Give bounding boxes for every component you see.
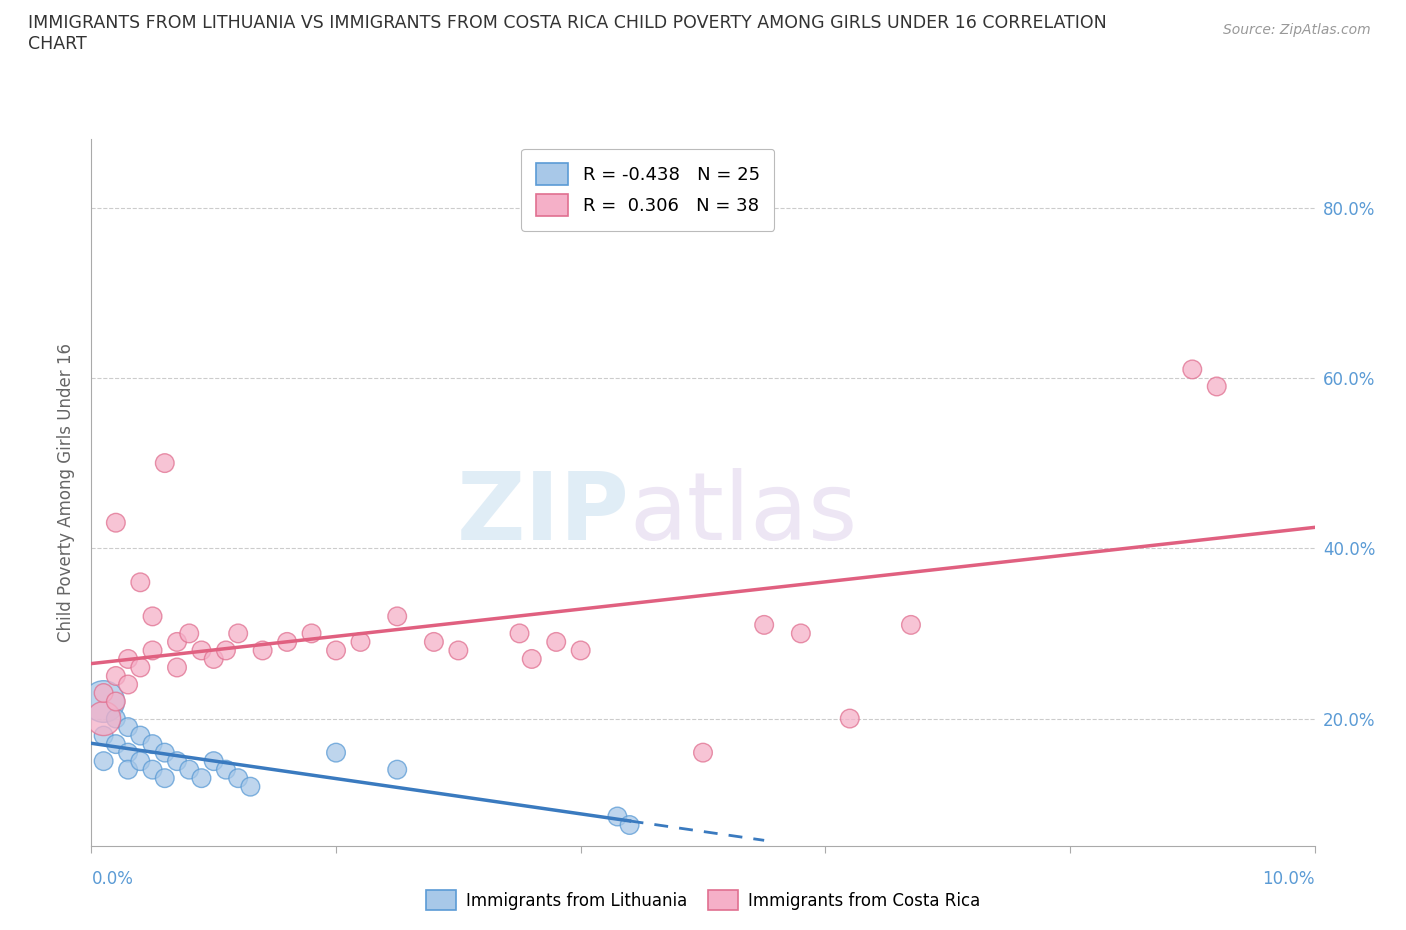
Point xyxy=(202,652,225,667)
Point xyxy=(1181,362,1204,377)
Point xyxy=(900,618,922,632)
Point xyxy=(153,456,176,471)
Point xyxy=(838,711,860,726)
Point xyxy=(117,720,139,735)
Point xyxy=(141,643,163,658)
Point xyxy=(520,652,543,667)
Point xyxy=(166,634,188,649)
Point xyxy=(215,643,238,658)
Point xyxy=(385,609,409,624)
Point xyxy=(202,753,225,768)
Point xyxy=(215,763,238,777)
Text: 10.0%: 10.0% xyxy=(1263,870,1315,887)
Text: ZIP: ZIP xyxy=(457,468,630,560)
Point xyxy=(190,643,212,658)
Point xyxy=(141,609,163,624)
Point xyxy=(129,728,152,743)
Point xyxy=(93,685,115,700)
Point xyxy=(692,745,714,760)
Point xyxy=(104,669,127,684)
Point xyxy=(104,711,127,726)
Point xyxy=(129,660,152,675)
Point xyxy=(606,809,628,824)
Point xyxy=(546,634,568,649)
Point xyxy=(325,745,347,760)
Point xyxy=(129,575,152,590)
Point xyxy=(93,694,115,709)
Point xyxy=(93,728,115,743)
Point xyxy=(423,634,446,649)
Point xyxy=(754,618,776,632)
Point xyxy=(1205,379,1227,394)
Point xyxy=(569,643,592,658)
Text: atlas: atlas xyxy=(630,468,858,560)
Point xyxy=(276,634,298,649)
Point xyxy=(93,711,115,726)
Point xyxy=(179,626,201,641)
Point xyxy=(166,660,188,675)
Point xyxy=(129,753,152,768)
Point xyxy=(117,677,139,692)
Point xyxy=(104,694,127,709)
Point xyxy=(166,753,188,768)
Point xyxy=(153,745,176,760)
Text: CHART: CHART xyxy=(28,35,87,53)
Point xyxy=(117,652,139,667)
Point xyxy=(226,771,249,786)
Point xyxy=(226,626,249,641)
Point xyxy=(104,737,127,751)
Point xyxy=(385,763,409,777)
Point xyxy=(117,763,139,777)
Point xyxy=(252,643,274,658)
Point xyxy=(117,745,139,760)
Point xyxy=(447,643,470,658)
Point xyxy=(141,763,163,777)
Point xyxy=(141,737,163,751)
Y-axis label: Child Poverty Among Girls Under 16: Child Poverty Among Girls Under 16 xyxy=(58,343,76,643)
Point xyxy=(190,771,212,786)
Point xyxy=(349,634,371,649)
Point xyxy=(104,515,127,530)
Point xyxy=(239,779,262,794)
Legend: R = -0.438   N = 25, R =  0.306   N = 38: R = -0.438 N = 25, R = 0.306 N = 38 xyxy=(522,149,775,231)
Point xyxy=(619,817,641,832)
Point xyxy=(301,626,323,641)
Legend: Immigrants from Lithuania, Immigrants from Costa Rica: Immigrants from Lithuania, Immigrants fr… xyxy=(419,884,987,917)
Point xyxy=(93,753,115,768)
Point xyxy=(153,771,176,786)
Point xyxy=(325,643,347,658)
Point xyxy=(179,763,201,777)
Point xyxy=(790,626,813,641)
Text: Source: ZipAtlas.com: Source: ZipAtlas.com xyxy=(1223,23,1371,37)
Text: 0.0%: 0.0% xyxy=(91,870,134,887)
Text: IMMIGRANTS FROM LITHUANIA VS IMMIGRANTS FROM COSTA RICA CHILD POVERTY AMONG GIRL: IMMIGRANTS FROM LITHUANIA VS IMMIGRANTS … xyxy=(28,14,1107,32)
Point xyxy=(509,626,531,641)
